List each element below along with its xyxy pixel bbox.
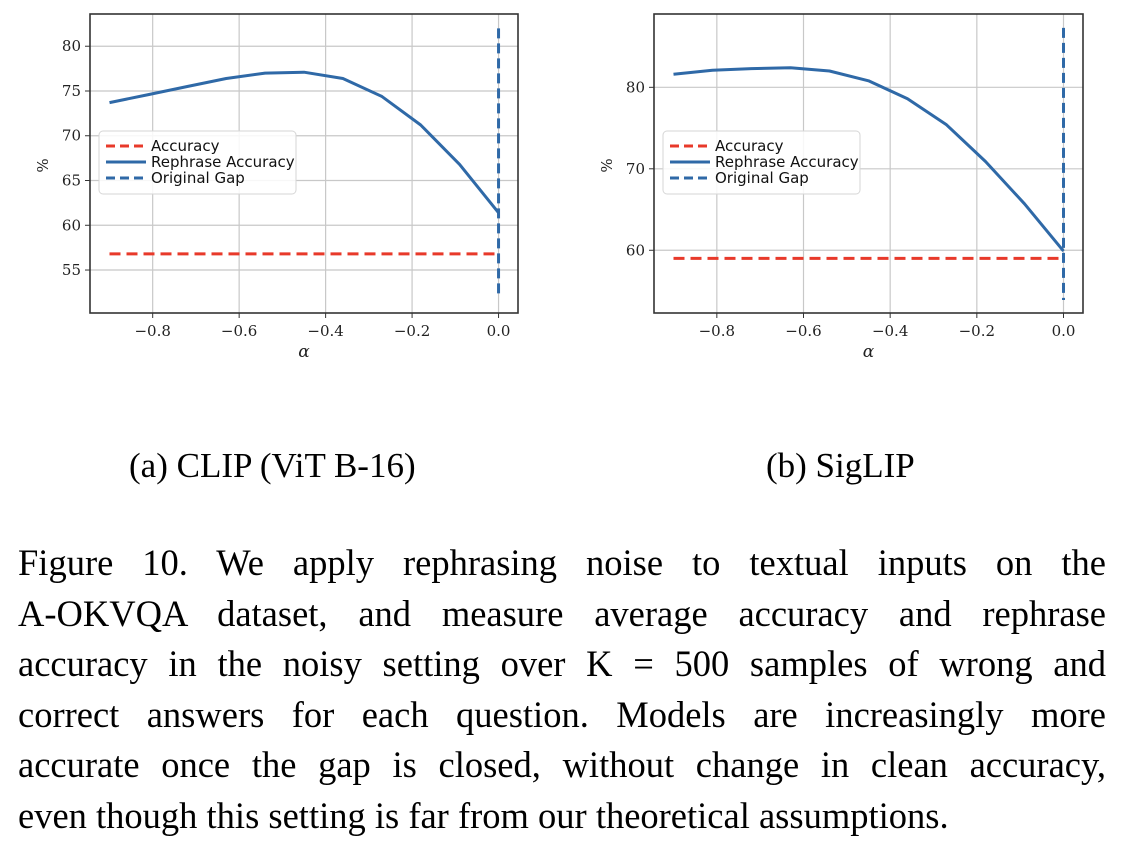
x-tick-label: −0.8: [134, 322, 170, 340]
x-tick-label: −0.4: [872, 322, 908, 340]
caption-line: correct answers for each question. Model…: [18, 693, 1106, 735]
x-tick-label: −0.8: [699, 322, 735, 340]
legend-accuracy-label: Accuracy: [715, 137, 784, 155]
legend-rephrase-accuracy-label: Rephrase Accuracy: [151, 153, 295, 171]
legend-box: [662, 130, 861, 195]
legend-box: [98, 130, 297, 195]
legend-original-gap-label: Original Gap: [151, 169, 245, 187]
figure-caption: Figure 10. We apply rephrasing noise to …: [18, 538, 1106, 841]
x-tick-label: −0.6: [221, 322, 257, 340]
y-tick-label: 75: [62, 82, 81, 100]
plot-frame: [89, 13, 519, 314]
rephrase-accuracy-line: [109, 70, 500, 214]
legend-accuracy-label: Accuracy: [151, 137, 220, 155]
y-tick-label: 55: [62, 261, 81, 279]
y-tick-label: 70: [626, 160, 645, 178]
x-tick-label: −0.6: [785, 322, 821, 340]
chart-clip-plot: −0.8 −0.6 −0.4 −0.2 0.0 55 60 65 70 75 80 α% Accurac…: [34, 13, 519, 362]
legend-original-gap-label: Original Gap: [715, 169, 809, 187]
caption-line: even though this setting is far from our…: [18, 794, 949, 836]
legend-rephrase-accuracy-label: Rephrase Accuracy: [715, 153, 859, 171]
subfigure-caption-b: (b) SigLIP: [766, 446, 915, 485]
chart-clip: −0.8 −0.6 −0.4 −0.2 0.0 55 60 65 70 75 80 α% Accurac…: [0, 0, 560, 370]
caption-line: Figure 10. We apply rephrasing noise to …: [18, 542, 1106, 583]
y-axis-label: %: [34, 158, 52, 172]
caption-line: accurate once the gap is closed, without…: [18, 744, 1106, 785]
x-tick-label: 0.0: [1052, 322, 1076, 340]
y-tick-label: 80: [626, 78, 645, 96]
plot-frame: [653, 13, 1084, 314]
y-tick-label: 70: [62, 127, 81, 145]
y-tick-label: 60: [62, 216, 81, 234]
x-tick-label: −0.2: [394, 322, 430, 340]
y-tick-label: 80: [62, 37, 81, 55]
caption-line: A-OKVQA dataset, and measure average acc…: [18, 592, 1106, 634]
y-axis-label: %: [598, 158, 616, 172]
x-tick-label: 0.0: [487, 322, 511, 340]
subfigure-caption-a: (a) CLIP (ViT B-16): [129, 446, 416, 485]
x-axis-label: α: [298, 342, 310, 362]
y-tick-label: 65: [62, 172, 81, 190]
x-tick-label: −0.2: [959, 322, 995, 340]
rephrase-accuracy-line: [673, 66, 1065, 253]
y-tick-label: 60: [626, 241, 645, 259]
x-tick-label: −0.4: [307, 322, 343, 340]
x-axis-label: α: [863, 342, 875, 362]
chart-siglip: −0.8 −0.6 −0.4 −0.2 0.0 60 70 80 α% Accuracy Rephr…: [564, 0, 1124, 370]
chart-siglip-plot: −0.8 −0.6 −0.4 −0.2 0.0 60 70 80 α% AccuracyRephr…: [598, 13, 1084, 362]
caption-line: accuracy in the noisy setting over K = 5…: [18, 643, 1106, 684]
